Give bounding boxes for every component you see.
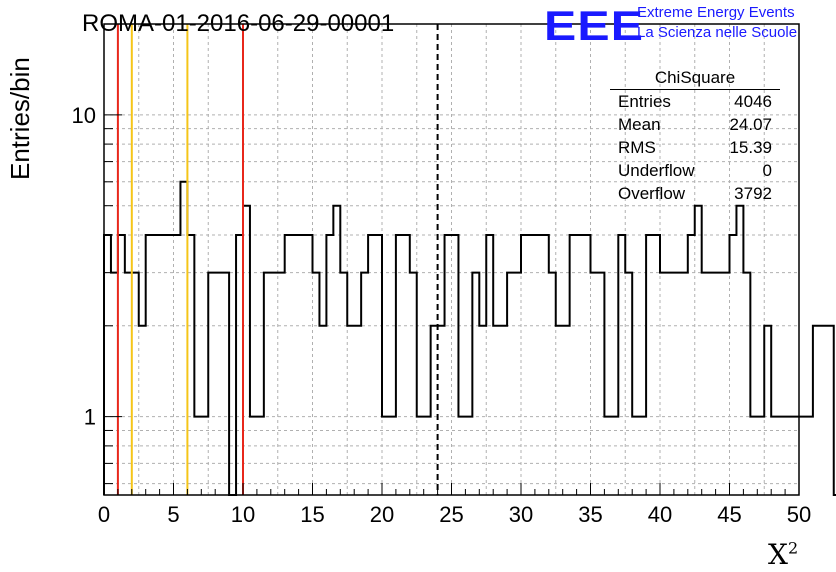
stats-label: Entries: [618, 92, 671, 111]
stats-box: ChiSquare Entries 4046 Mean 24.07 RMS 15.39…: [610, 68, 780, 207]
x-tick-label: 20: [370, 502, 394, 527]
stats-value: 24.07: [729, 115, 772, 134]
histogram-line: [103, 180, 836, 496]
x-tick-label: 15: [300, 502, 324, 527]
x-tick-label: 30: [509, 502, 533, 527]
x-tick-label: 40: [648, 502, 672, 527]
stats-value: 3792: [734, 184, 772, 203]
stats-value: 0: [762, 161, 772, 180]
x-tick-label: 0: [98, 502, 110, 527]
stats-row: RMS 15.39: [610, 138, 780, 161]
stats-value: 4046: [734, 92, 772, 111]
eee-logo: EEE: [544, 2, 645, 49]
chart-title: ROMA-01-2016-06-29-00001: [82, 10, 395, 37]
y-tick-label: 1: [84, 405, 96, 430]
stats-row: Entries 4046: [610, 92, 780, 115]
x-tick-label: 50: [787, 502, 811, 527]
stats-label: RMS: [618, 138, 656, 157]
x-tick-label: 10: [231, 502, 255, 527]
x-axis-label: X2: [768, 538, 799, 571]
x-tick-label: 5: [167, 502, 179, 527]
stats-row: Mean 24.07: [610, 115, 780, 138]
logo-line-1: Extreme Energy Events: [637, 4, 795, 21]
stats-label: Underflow: [618, 161, 695, 180]
x-tick-label: 35: [578, 502, 602, 527]
x-tick-label: 25: [439, 502, 463, 527]
x-tick-label: 45: [717, 502, 741, 527]
stats-label: Overflow: [618, 184, 686, 203]
stats-label: Mean: [618, 115, 661, 134]
stats-title: ChiSquare: [610, 68, 780, 90]
stats-row: Overflow 3792: [610, 184, 780, 207]
stats-value: 15.39: [729, 138, 772, 157]
y-tick-label: 10: [72, 103, 96, 128]
y-axis-label: Entries/bin: [5, 57, 35, 180]
logo-line-2: La Scienza nelle Scuole: [637, 24, 798, 41]
stats-row: Underflow 0: [610, 161, 780, 184]
